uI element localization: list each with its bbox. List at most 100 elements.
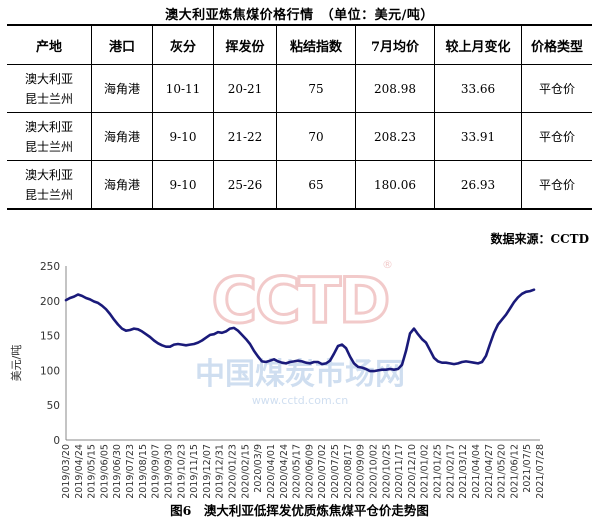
x-tick-label: 2020/10/25	[381, 444, 392, 499]
cell-price-type: 平仓价	[521, 112, 592, 161]
x-tick-label: 2019/10/23	[176, 444, 187, 499]
header-change: 较上月变化	[434, 24, 522, 65]
y-tick-label: 100	[40, 365, 60, 377]
cell-port: 海角港	[91, 112, 153, 161]
x-tick-label: 2020/05/17	[292, 444, 303, 499]
header-avg-price: 7月均价	[355, 24, 435, 65]
cell-origin: 澳大利亚 昆士兰州	[7, 112, 92, 161]
y-tick-label: 150	[40, 331, 60, 343]
x-tick-label: 2020/01/23	[228, 444, 239, 499]
x-tick-label: 2019/12/07	[202, 444, 213, 499]
chart-axes	[65, 266, 540, 441]
cell-avg-price: 208.23	[355, 112, 435, 161]
y-axis-ticks: 0 50 100 150 200 250	[40, 261, 60, 447]
price-trend-chart: CCTD ® 中国煤炭市场网 www.cctd.com.cn 0 50 100 150…	[10, 258, 546, 499]
x-tick-label: 2019/08/15	[138, 444, 149, 499]
x-tick-label: 2019/07/23	[125, 444, 136, 499]
cell-port: 海角港	[91, 64, 153, 113]
table-title: 澳大利亚炼焦煤价格行情 （单位：美元/吨）	[165, 8, 434, 23]
x-tick-label: 2019/05/15	[87, 444, 98, 499]
cell-ash: 9-10	[152, 112, 214, 161]
x-tick-label: 2021/01/02	[420, 444, 431, 499]
header-port: 港口	[91, 24, 153, 65]
cell-change: 33.66	[434, 64, 522, 113]
watermark-registered: ®	[382, 258, 393, 271]
x-tick-label: 2019/09/07	[151, 444, 162, 499]
origin-country: 澳大利亚	[24, 167, 73, 182]
x-tick-label: 2019/12/31	[215, 444, 226, 499]
y-tick-label: 250	[40, 261, 60, 273]
cell-volatile: 20-21	[213, 64, 277, 113]
table-row: 澳大利亚 昆士兰州 海角港 9-10 25-26 65 180.06 26.93 …	[7, 160, 592, 210]
y-tick-label: 50	[47, 400, 60, 412]
cell-caking: 70	[276, 112, 356, 161]
x-tick-label: 2021/04/04	[471, 444, 482, 499]
x-tick-label: 2021/07/5	[522, 444, 533, 493]
y-tick-label: 200	[40, 296, 60, 308]
cell-change: 33.91	[434, 112, 522, 161]
origin-country: 澳大利亚	[24, 119, 73, 134]
origin-country: 澳大利亚	[24, 71, 73, 86]
price-table: 产地 港口 灰分 挥发份 粘结指数 7月均价 较上月变化 价格类型 澳大利亚昆士…	[7, 24, 592, 210]
x-tick-label: 2020/12/10	[407, 444, 418, 499]
x-tick-label: 2019/04/24	[74, 444, 85, 499]
x-tick-label: 2020/06/09	[304, 444, 315, 499]
x-tick-label: 2020/07/25	[330, 444, 341, 499]
origin-state: 昆士兰州	[24, 91, 73, 106]
y-axis-label: 美元/吨	[10, 345, 23, 382]
header-price-type: 价格类型	[521, 24, 592, 65]
cell-volatile: 25-26	[213, 160, 277, 210]
table-header-row: 产地 港口 灰分 挥发份 粘结指数 7月均价 较上月变化 价格类型	[7, 24, 592, 65]
x-tick-label: 2020/10/02	[368, 444, 379, 499]
cell-price-type: 平仓价	[521, 160, 592, 210]
watermark-logo: CCTD	[212, 264, 389, 337]
header-caking: 粘结指数	[276, 24, 356, 65]
cell-avg-price: 208.98	[355, 64, 435, 113]
cell-caking: 75	[276, 64, 356, 113]
cell-origin: 澳大利亚 昆士兰州	[7, 160, 92, 210]
x-tick-label: 2021/07/28	[535, 444, 546, 499]
cell-origin: 澳大利亚 昆士兰州	[7, 64, 92, 113]
x-axis-ticks: 2019/03/20 2019/04/24 2019/05/15 2019/06/05…	[61, 444, 546, 499]
x-tick-label: 2020/09/09	[356, 444, 367, 499]
x-tick-label: 2019/06/05	[99, 444, 110, 499]
x-tick-label: 2021/01/25	[433, 444, 444, 499]
x-tick-label: 2019/09/30	[163, 444, 174, 499]
x-tick-label: 2019/06/30	[112, 444, 123, 499]
x-tick-label: 2020/07/02	[317, 444, 328, 499]
origin-state: 昆士兰州	[24, 187, 73, 202]
watermark-url: www.cctd.com.cn	[252, 394, 348, 407]
header-ash: 灰分	[152, 24, 214, 65]
table-row: 澳大利亚昆士兰州 海角港 10-11 20-21 75 208.98 33.66…	[7, 64, 592, 113]
x-tick-label: 2020/03/9	[253, 444, 264, 493]
cell-price-type: 平仓价	[521, 64, 592, 113]
origin-state: 昆士兰州	[24, 139, 73, 154]
watermark-cn: 中国煤炭市场网	[195, 357, 405, 392]
header-origin: 产地	[7, 24, 92, 65]
cell-volatile: 21-22	[213, 112, 277, 161]
x-tick-label: 2021/04/27	[484, 444, 495, 499]
x-tick-label: 2021/03/12	[458, 444, 469, 499]
x-tick-label: 2019/03/20	[61, 444, 72, 499]
x-tick-label: 2020/04/24	[279, 444, 290, 499]
x-tick-label: 2020/02/15	[240, 444, 251, 499]
x-tick-label: 2020/08/17	[343, 444, 354, 499]
cell-avg-price: 180.06	[355, 160, 435, 210]
y-tick-label: 0	[53, 435, 60, 447]
cell-port: 海角港	[91, 160, 153, 210]
x-tick-label: 2020/11/17	[394, 444, 405, 499]
cell-change: 26.93	[434, 160, 522, 210]
x-tick-label: 2019/11/15	[189, 444, 200, 499]
data-source: 数据来源：CCTD	[490, 232, 589, 246]
x-tick-label: 2021/06/12	[509, 444, 520, 499]
cell-ash: 9-10	[152, 160, 214, 210]
figure-caption: 图6 澳大利亚低挥发优质炼焦煤平仓价走势图	[170, 503, 429, 518]
x-tick-label: 2020/04/01	[266, 444, 277, 499]
table-row: 澳大利亚 昆士兰州 海角港 9-10 21-22 70 208.23 33.91 …	[7, 112, 592, 161]
x-tick-label: 2021/02/17	[445, 444, 456, 499]
cell-ash: 10-11	[152, 64, 214, 113]
price-series-line	[64, 288, 536, 373]
cell-caking: 65	[276, 160, 356, 210]
cctd-watermark: CCTD ® 中国煤炭市场网 www.cctd.com.cn	[195, 258, 405, 407]
header-volatile: 挥发份	[213, 24, 277, 65]
